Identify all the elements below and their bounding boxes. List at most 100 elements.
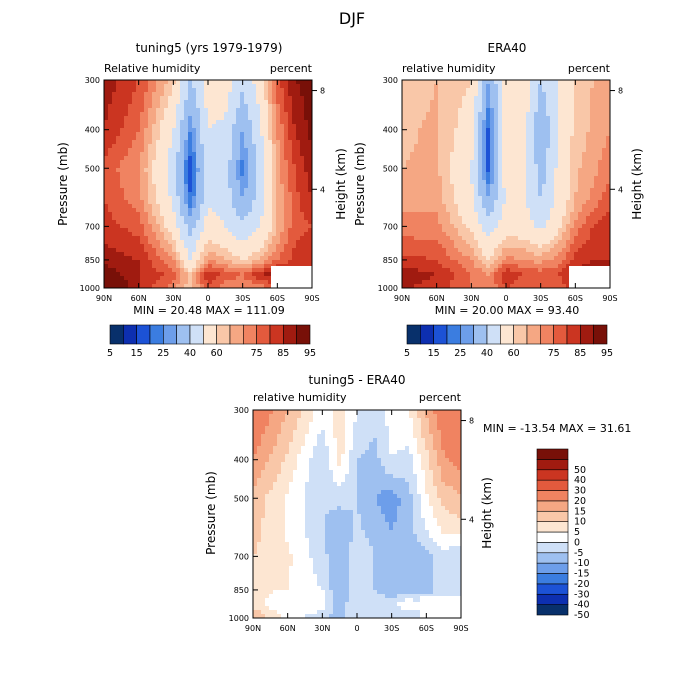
contour-cell bbox=[598, 168, 603, 173]
contour-cell bbox=[276, 140, 281, 145]
contour-cell bbox=[522, 216, 527, 221]
contour-cell bbox=[144, 84, 149, 89]
contour-cell bbox=[140, 112, 145, 117]
contour-cell bbox=[586, 152, 591, 157]
contour-cell bbox=[502, 132, 507, 137]
contour-cell bbox=[288, 140, 293, 145]
contour-cell bbox=[176, 116, 181, 121]
contour-cell bbox=[550, 216, 555, 221]
contour-cell bbox=[280, 228, 285, 233]
contour-cell bbox=[296, 248, 301, 253]
contour-cell bbox=[446, 104, 451, 109]
contour-cell bbox=[284, 132, 289, 137]
contour-cell bbox=[402, 212, 407, 217]
contour-cell bbox=[562, 184, 567, 189]
contour-cell bbox=[172, 264, 177, 269]
contour-cell bbox=[422, 144, 427, 149]
contour-cell bbox=[148, 120, 153, 125]
contour-cell bbox=[268, 104, 273, 109]
contour-cell bbox=[136, 252, 141, 257]
contour-cell bbox=[574, 188, 579, 193]
contour-cell bbox=[406, 172, 411, 177]
contour-cell bbox=[430, 180, 435, 185]
contour-cell bbox=[188, 276, 193, 281]
contour-cell bbox=[454, 212, 459, 217]
contour-cell bbox=[446, 200, 451, 205]
contour-cell bbox=[212, 112, 217, 117]
contour-cell bbox=[550, 232, 555, 237]
contour-cell bbox=[418, 80, 423, 85]
contour-cell bbox=[494, 172, 499, 177]
contour-cell bbox=[606, 116, 611, 121]
contour-cell bbox=[120, 272, 125, 277]
contour-cell bbox=[264, 148, 269, 153]
contour-cell bbox=[486, 172, 491, 177]
contour-cell bbox=[300, 228, 305, 233]
contour-cell bbox=[542, 172, 547, 177]
contour-cell bbox=[216, 172, 221, 177]
contour-cell bbox=[538, 240, 543, 245]
contour-cell bbox=[164, 236, 169, 241]
contour-cell bbox=[108, 84, 113, 89]
contour-cell bbox=[422, 184, 427, 189]
contour-cell bbox=[542, 104, 547, 109]
contour-cell bbox=[220, 208, 225, 213]
contour-cell bbox=[562, 236, 567, 241]
contour-cell bbox=[140, 132, 145, 137]
contour-cell bbox=[598, 108, 603, 113]
contour-cell bbox=[430, 220, 435, 225]
contour-cell bbox=[474, 236, 479, 241]
contour-cell bbox=[482, 124, 487, 129]
contour-cell bbox=[498, 128, 503, 133]
contour-cell bbox=[184, 196, 189, 201]
contour-cell bbox=[422, 152, 427, 157]
contour-cell bbox=[144, 236, 149, 241]
contour-cell bbox=[180, 224, 185, 229]
contour-cell bbox=[474, 176, 479, 181]
contour-cell bbox=[522, 80, 527, 85]
contour-cell bbox=[606, 140, 611, 145]
contour-cell bbox=[140, 188, 145, 193]
contour-cell bbox=[240, 192, 245, 197]
contour-cell bbox=[148, 188, 153, 193]
contour-cell bbox=[578, 116, 583, 121]
contour-cell bbox=[478, 104, 483, 109]
contour-cell bbox=[276, 180, 281, 185]
contour-cell bbox=[434, 236, 439, 241]
contour-cell bbox=[196, 100, 201, 105]
contour-cell bbox=[260, 192, 265, 197]
contour-cell bbox=[530, 140, 535, 145]
contour-cell bbox=[586, 100, 591, 105]
contour-cell bbox=[248, 136, 253, 141]
contour-cell bbox=[518, 112, 523, 117]
contour-cell bbox=[244, 108, 249, 113]
contour-cell bbox=[224, 164, 229, 169]
contour-cell bbox=[308, 148, 313, 153]
contour-cell bbox=[438, 208, 443, 213]
contour-cell bbox=[180, 236, 185, 241]
contour-cell bbox=[430, 216, 435, 221]
contour-cell bbox=[502, 192, 507, 197]
contour-cell bbox=[490, 80, 495, 85]
contour-cell bbox=[474, 228, 479, 233]
contour-cell bbox=[268, 264, 273, 269]
contour-cell bbox=[410, 220, 415, 225]
contour-cell bbox=[140, 92, 145, 97]
contour-cell bbox=[208, 124, 213, 129]
contour-cell bbox=[140, 280, 145, 285]
contour-cell bbox=[284, 220, 289, 225]
contour-cell bbox=[526, 224, 531, 229]
contour-cell bbox=[522, 212, 527, 217]
contour-cell bbox=[132, 184, 137, 189]
contour-cell bbox=[530, 184, 535, 189]
contour-cell bbox=[288, 164, 293, 169]
contour-cell bbox=[498, 156, 503, 161]
contour-cell bbox=[260, 176, 265, 181]
contour-cell bbox=[466, 200, 471, 205]
contour-cell bbox=[244, 256, 249, 261]
contour-cell bbox=[522, 204, 527, 209]
contour-cell bbox=[462, 108, 467, 113]
contour-cell bbox=[160, 216, 165, 221]
contour-cell bbox=[128, 212, 133, 217]
contour-cell bbox=[522, 188, 527, 193]
